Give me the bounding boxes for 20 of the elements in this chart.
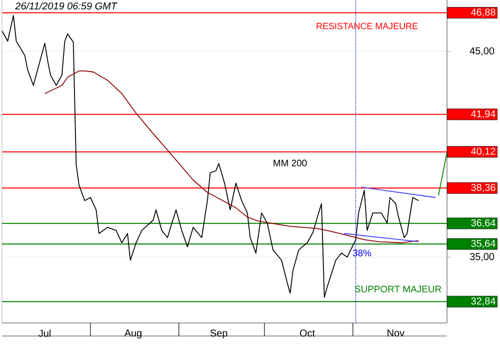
ref-line-label: 35,64	[471, 240, 496, 248]
x-tick-label: Oct	[300, 330, 315, 337]
ref-line-label: 38,36	[471, 184, 496, 192]
annotation: MM 200	[274, 160, 307, 166]
ref-line-label: 46,88	[471, 8, 496, 17]
annotation: SUPPORT MAJEUR	[354, 286, 442, 292]
line-series	[44, 70, 419, 244]
ref-line-label: 32,84	[471, 297, 496, 306]
y-tick-label: 45,00	[470, 47, 494, 56]
x-tick-label: Nov	[388, 330, 404, 336]
x-tick-label: Sep	[210, 330, 228, 339]
x-tick-label: Aug	[124, 330, 142, 338]
annotation: RESISTANCE MAJEURE	[316, 22, 418, 30]
ref-line-label: 41,94	[471, 110, 496, 119]
annotation: 38%	[352, 250, 372, 256]
x-tick-label: Jul	[38, 330, 50, 337]
y-tick-label: 35,00	[470, 253, 494, 262]
annotation: 26/11/2019 06:59 GMT	[15, 2, 118, 10]
ref-line-label: 36,64	[471, 219, 496, 228]
ref-line-label: 40,12	[471, 148, 496, 156]
